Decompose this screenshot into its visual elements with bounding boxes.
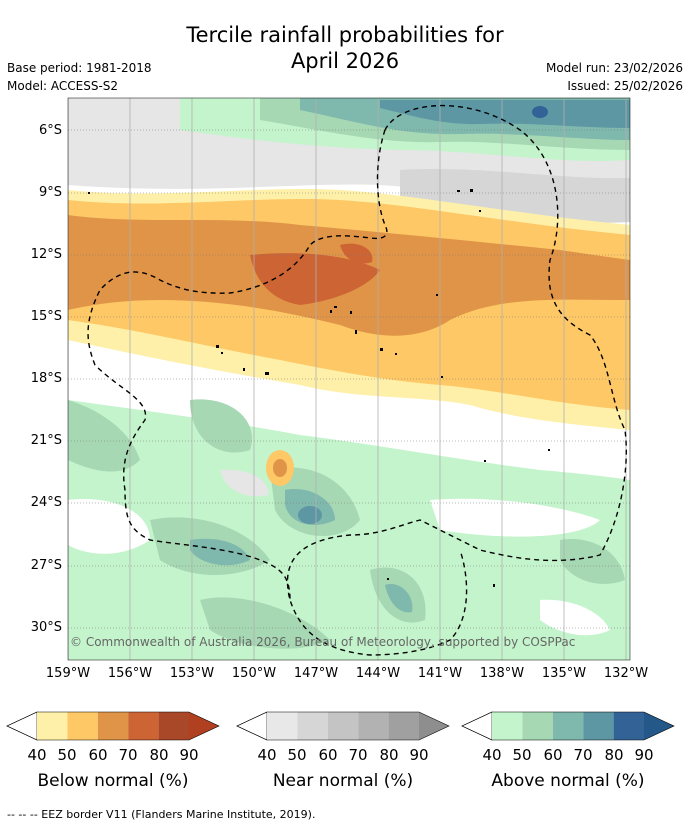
lon-label: 135°W	[541, 666, 587, 681]
colorbar-swatch	[492, 712, 523, 740]
eez-border-french-polynesia	[286, 104, 627, 656]
above-normal-region	[200, 597, 330, 649]
graticule	[68, 129, 630, 629]
colorbar-tick: 70	[118, 746, 138, 764]
colorbar-extend	[189, 712, 219, 740]
above-normal-region	[560, 539, 625, 584]
normal-region	[540, 599, 610, 636]
above-normal-core	[298, 506, 322, 524]
title-line-1: Tercile rainfall probabilities for	[186, 23, 504, 47]
meta-right: Model run: 23/02/2026 Issued: 25/02/2026	[546, 59, 683, 95]
colorbar-swatch	[388, 712, 419, 740]
above-normal-region	[385, 584, 413, 613]
colorbar-swatch	[583, 712, 614, 740]
map-frame	[67, 97, 631, 661]
colorbar-tick: 70	[348, 746, 368, 764]
below-normal-core	[250, 253, 380, 305]
lat-label: 27°S	[30, 558, 62, 573]
colorbar-below-normal	[6, 711, 220, 741]
lon-label: 141°W	[417, 666, 463, 681]
lon-label: 156°W	[107, 666, 153, 681]
colorbar-title-near: Near normal (%)	[272, 771, 414, 791]
normal-region	[430, 498, 600, 537]
above-normal-region	[68, 400, 630, 660]
colorbar-tick: 40	[257, 746, 277, 764]
colorbar-swatch	[613, 712, 644, 740]
lat-label: 18°S	[30, 371, 62, 386]
colorbar-tick: 60	[318, 746, 338, 764]
colorbar-tick: 40	[482, 746, 502, 764]
issued-date: Issued: 25/02/2026	[567, 79, 683, 93]
above-normal-core	[532, 106, 548, 118]
model-run: Model run: 23/02/2026	[545, 61, 683, 75]
colorbar-tick: 60	[543, 746, 563, 764]
colorbar-swatch	[522, 712, 553, 740]
above-normal-region	[190, 399, 252, 453]
near-normal-region	[220, 469, 269, 497]
lon-label: 150°W	[231, 666, 277, 681]
colorbar-swatch	[297, 712, 328, 740]
copyright-text: © Commonwealth of Australia 2026, Bureau…	[70, 635, 575, 649]
colorbar-tick: 90	[179, 746, 199, 764]
lat-label: 21°S	[30, 433, 62, 448]
colorbar-tick: 90	[634, 746, 654, 764]
meta-left: Base period: 1981-2018 Model: ACCESS-S2	[7, 59, 152, 95]
colorbar-tick: 80	[604, 746, 624, 764]
above-normal-region	[68, 400, 140, 472]
lat-label: 12°S	[30, 247, 62, 262]
colorbar-swatch	[552, 712, 584, 740]
colorbar-swatch	[267, 712, 298, 740]
lat-label: 24°S	[30, 495, 62, 510]
lat-label: 15°S	[30, 309, 62, 324]
colorbar-extend	[644, 712, 674, 740]
below-normal-blob	[273, 459, 287, 477]
colorbar-swatch	[327, 712, 359, 740]
colorbar-tick: 90	[409, 746, 429, 764]
islands	[88, 189, 550, 587]
colorbar-near-normal	[236, 711, 450, 741]
colorbar-swatch	[358, 712, 389, 740]
colorbar-tick: 50	[57, 746, 77, 764]
lat-label: 9°S	[38, 185, 62, 200]
normal-region	[68, 499, 150, 554]
colorbar-tick: 40	[27, 746, 47, 764]
colorbar-tick: 50	[287, 746, 307, 764]
colorbar-tick: 60	[88, 746, 108, 764]
colorbar-swatch	[128, 712, 159, 740]
colorbar-tick: 80	[149, 746, 169, 764]
colorbar-tick: 80	[379, 746, 399, 764]
base-period: Base period: 1981-2018	[7, 61, 152, 75]
lon-label: 153°W	[169, 666, 215, 681]
eez-border-cook-islands	[87, 129, 388, 601]
normal-region	[68, 345, 630, 470]
colorbar-title-above: Above normal (%)	[491, 771, 645, 791]
above-normal-region	[190, 538, 250, 566]
colorbar-above-normal	[461, 711, 675, 741]
lon-label: 138°W	[479, 666, 525, 681]
lon-label: 144°W	[355, 666, 401, 681]
colorbar-tick: 70	[573, 746, 593, 764]
above-normal-region	[380, 100, 630, 128]
title-line-2: April 2026	[290, 49, 400, 73]
colorbar-swatch	[37, 712, 68, 740]
colorbars	[6, 711, 675, 741]
graticule-meridians	[68, 98, 627, 660]
eez-legend: -- -- -- EEZ border V11 (Flanders Marine…	[7, 808, 316, 821]
lon-label: 159°W	[45, 666, 91, 681]
colorbar-swatch	[158, 712, 189, 740]
lat-label: 30°S	[30, 620, 62, 635]
model-name: Model: ACCESS-S2	[7, 79, 119, 93]
lat-label: 6°S	[38, 123, 62, 138]
lon-label: 132°W	[603, 666, 649, 681]
colorbar-title-below: Below normal (%)	[37, 771, 189, 791]
colorbar-tick: 50	[512, 746, 532, 764]
map-field: © Commonwealth of Australia 2026, Bureau…	[68, 98, 630, 660]
map-title: Tercile rainfall probabilities for April…	[0, 22, 690, 74]
lon-label: 147°W	[293, 666, 339, 681]
map-panel: © Commonwealth of Australia 2026, Bureau…	[67, 97, 631, 661]
colorbar-extend	[419, 712, 449, 740]
colorbar-swatch	[67, 712, 98, 740]
colorbar-swatch	[97, 712, 129, 740]
below-normal-core	[340, 243, 373, 264]
